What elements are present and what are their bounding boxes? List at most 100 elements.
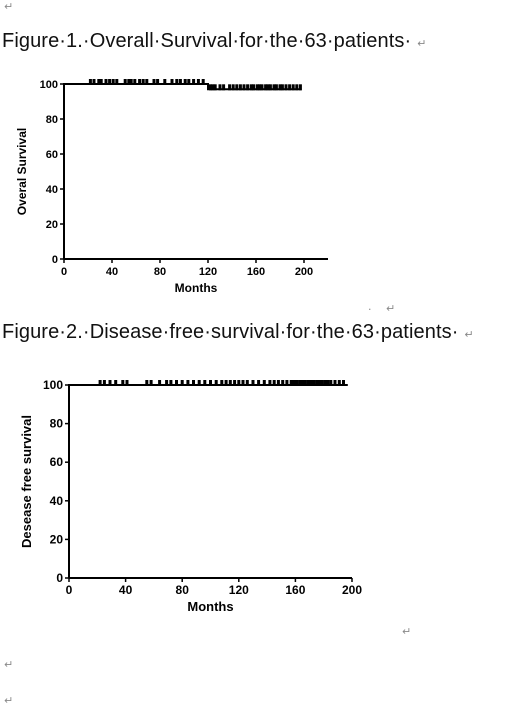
paragraph-mark: ↵ [417, 38, 427, 50]
censor-mark [145, 79, 149, 85]
censor-mark [231, 84, 235, 91]
censor-mark [303, 380, 307, 386]
censor-mark [178, 79, 182, 85]
censor-mark [295, 84, 299, 91]
censor-mark [108, 79, 112, 85]
figure1-caption: Figure·1.·Overall·Survival·for·the·63·pa… [2, 30, 427, 53]
x-tick-label: 160 [285, 583, 305, 597]
y-tick-label: 100 [40, 79, 58, 91]
censor-mark [272, 84, 276, 91]
x-tick-label: 40 [119, 583, 133, 597]
censor-mark [268, 380, 272, 386]
censor-mark [252, 84, 256, 91]
censor-mark [241, 380, 245, 386]
censor-mark [266, 84, 270, 91]
censor-mark [92, 79, 96, 85]
paragraph-mark: ↵ [4, 0, 14, 13]
censor-mark [145, 380, 149, 386]
y-tick-label: 0 [52, 254, 58, 266]
censor-mark [180, 380, 184, 386]
censor-mark [257, 380, 261, 386]
censor-mark [249, 84, 253, 91]
censor-mark [262, 380, 266, 386]
figure2-caption: Figure·2.·Disease·free·survival·for·the·… [2, 321, 474, 344]
censor-mark [284, 84, 288, 91]
y-axis-label: Desease free survival [19, 415, 34, 548]
y-tick-label: 100 [43, 378, 63, 392]
censor-mark [285, 380, 289, 386]
censor-mark [183, 79, 187, 85]
y-tick-label: 80 [50, 417, 64, 431]
censor-mark [149, 380, 153, 386]
censor-mark [272, 380, 276, 386]
x-tick-label: 200 [295, 266, 313, 278]
x-tick-label: 0 [66, 583, 73, 597]
censor-mark [127, 79, 131, 85]
censor-mark [251, 380, 255, 386]
censor-mark [192, 79, 196, 85]
censor-mark [175, 380, 178, 386]
censor-mark [186, 380, 190, 386]
censor-mark [224, 380, 228, 386]
censor-mark [197, 380, 201, 386]
x-tick-label: 80 [176, 583, 190, 597]
y-tick-label: 40 [46, 184, 58, 196]
censor-mark [337, 380, 341, 386]
x-tick-label: 200 [342, 583, 362, 597]
censor-mark [301, 380, 304, 386]
censor-mark [292, 380, 296, 386]
censor-mark [315, 380, 319, 386]
censor-mark [175, 79, 179, 85]
y-axis-label: Overal Survival [15, 128, 29, 215]
censor-mark [260, 84, 264, 91]
censor-mark [255, 84, 259, 91]
censor-mark [298, 380, 302, 386]
censor-mark [333, 380, 337, 386]
censor-mark [220, 380, 224, 386]
censor-mark [138, 79, 142, 85]
x-tick-label: 80 [154, 266, 166, 278]
censor-mark [111, 79, 115, 85]
censor-mark [213, 84, 217, 91]
censor-mark [228, 84, 232, 91]
censor-mark [97, 79, 101, 85]
censor-mark [203, 380, 207, 386]
censor-mark [141, 79, 145, 85]
x-tick-label: 120 [229, 583, 249, 597]
censor-mark [196, 79, 200, 85]
overall-survival-chart: 0 40 80 120 160 200 0 20 40 60 80 100 Months Overal S… [15, 79, 328, 295]
paragraph-mark: ↵ [386, 302, 396, 315]
censor-mark [258, 84, 262, 91]
censor-mark [158, 380, 162, 386]
censor-mark [192, 380, 195, 386]
y-tick-label: 20 [50, 532, 64, 546]
censor-mark [242, 84, 246, 91]
paragraph-mark: · [368, 303, 372, 316]
y-tick-label: 60 [46, 149, 58, 161]
censor-mark [156, 79, 160, 85]
censor-mark [329, 380, 333, 386]
y-tick-label: 40 [50, 494, 64, 508]
censor-mark [99, 79, 103, 85]
censor-mark [114, 380, 118, 386]
censor-mark [88, 79, 92, 85]
paragraph-mark: ↵ [464, 329, 474, 341]
censor-mark [169, 380, 173, 386]
censor-mark [214, 380, 218, 386]
paragraph-mark: ↵ [4, 694, 14, 707]
censor-mark [326, 380, 330, 386]
censor-mark [264, 84, 268, 91]
censor-mark [278, 84, 282, 91]
y-tick-label: 80 [46, 114, 58, 126]
censor-mark [152, 79, 156, 85]
censor-mark [289, 380, 293, 386]
censor-mark [342, 380, 345, 386]
censor-mark [170, 79, 174, 85]
x-tick-label: 0 [61, 266, 67, 278]
censor-mark [98, 380, 102, 386]
censor-mark [320, 380, 324, 386]
censor-mark [276, 380, 280, 386]
censor-mark [102, 380, 106, 386]
censor-mark [218, 84, 222, 91]
censor-mark [280, 84, 284, 91]
